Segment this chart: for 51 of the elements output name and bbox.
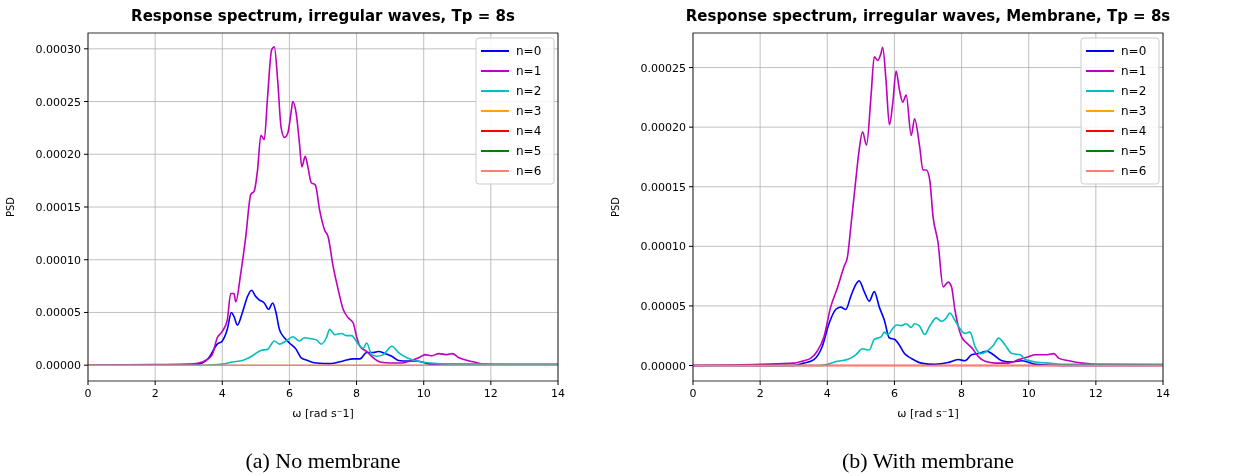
x-tick-label: 4	[823, 387, 831, 400]
legend-label: n=5	[516, 144, 542, 158]
x-tick-label: 0	[689, 387, 697, 400]
legend-label: n=1	[1121, 64, 1147, 78]
x-tick-label: 10	[1021, 387, 1036, 400]
chart-title: Response spectrum, irregular waves, Membrane, Tp = 8s	[685, 7, 1171, 25]
y-tick-label: 0.00025	[35, 95, 81, 109]
y-tick-label: 0.00020	[640, 121, 686, 135]
legend-label: n=0	[516, 44, 542, 58]
y-tick-label: 0.00010	[640, 240, 686, 254]
x-tick-label: 2	[151, 387, 159, 400]
legend-label: n=5	[1121, 144, 1147, 158]
chart-title: Response spectrum, irregular waves, Tp = 8s	[131, 7, 515, 25]
y-tick-label: 0.00015	[35, 201, 81, 214]
legend-label: n=1	[516, 64, 542, 78]
legend-label: n=3	[1121, 104, 1147, 118]
y-tick-label: 0.00010	[35, 253, 81, 267]
x-axis-title: ω [rad s⁻1]	[897, 407, 959, 420]
text: (b) With membrane	[841, 448, 1015, 473]
x-tick-label: 10	[416, 387, 431, 400]
legend-label: n=4	[516, 124, 542, 138]
legend-label: n=6	[1121, 164, 1147, 178]
y-tick-label: 0.00000	[640, 359, 686, 373]
y-axis-title: PSD	[5, 196, 16, 218]
y-tick-label: 0.00025	[640, 61, 686, 75]
x-tick-label: 2	[756, 387, 764, 400]
x-tick-label: 14	[1156, 387, 1170, 400]
legend-label: n=2	[516, 84, 542, 98]
x-tick-label: 14	[551, 387, 565, 400]
x-tick-label: 12	[483, 387, 498, 400]
x-tick-label: 6	[890, 387, 898, 400]
legend-label: n=2	[1121, 84, 1147, 98]
y-tick-label: 0.00020	[35, 148, 81, 162]
x-tick-label: 6	[285, 387, 293, 400]
legend-label: n=6	[516, 164, 542, 178]
x-tick-label: 4	[218, 387, 226, 400]
text: (a) No membrane	[245, 448, 401, 473]
y-tick-label: 0.00005	[640, 299, 686, 313]
y-tick-label: 0.00000	[35, 359, 81, 373]
legend-label: n=3	[516, 104, 542, 118]
y-tick-label: 0.00005	[35, 306, 81, 320]
x-tick-label: 12	[1088, 387, 1103, 400]
legend-label: n=0	[1121, 44, 1147, 58]
y-axis-title: PSD	[610, 196, 621, 218]
x-axis-title: ω [rad s⁻1]	[292, 407, 354, 420]
x-tick-label: 8	[353, 387, 361, 400]
legend-label: n=4	[1121, 124, 1147, 138]
y-tick-label: 0.00030	[35, 42, 81, 56]
y-tick-label: 0.00015	[640, 180, 686, 194]
x-tick-label: 0	[84, 387, 92, 400]
x-tick-label: 8	[958, 387, 966, 400]
